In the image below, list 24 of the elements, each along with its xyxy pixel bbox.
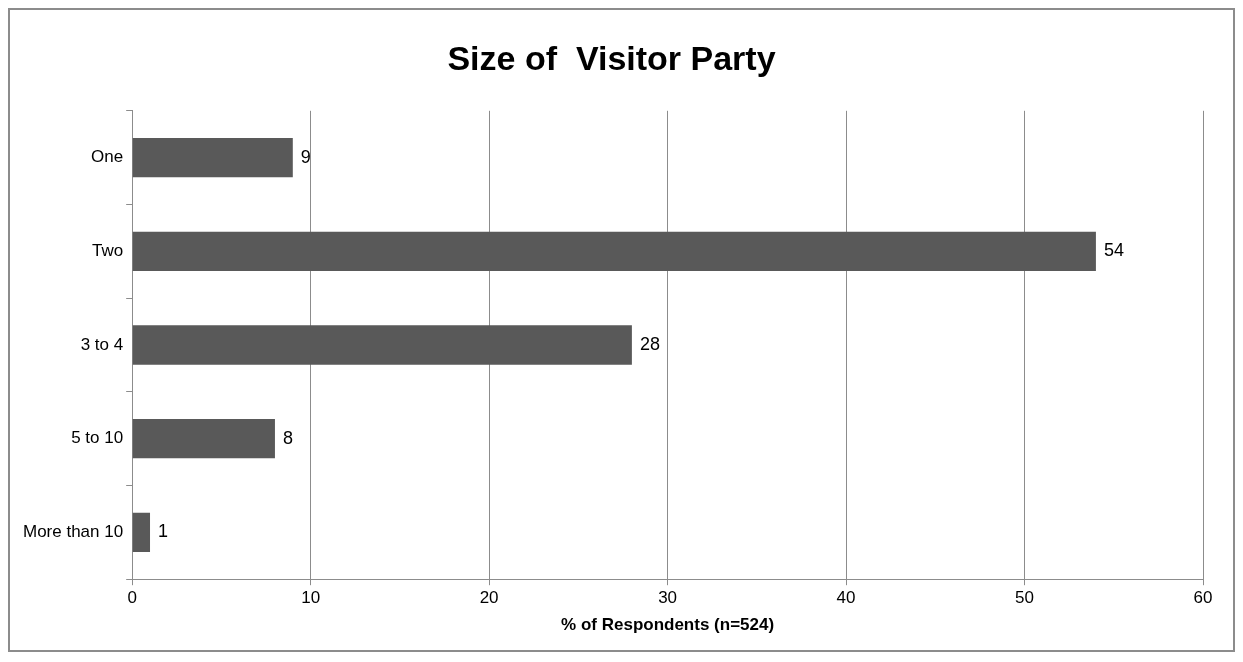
- data-label: 1: [158, 521, 169, 542]
- data-label: 9: [300, 146, 311, 167]
- bar: [132, 512, 151, 553]
- x-axis-title: % of Respondents (n=524): [561, 615, 775, 635]
- bar: [132, 137, 293, 178]
- data-label: 28: [639, 333, 660, 354]
- data-label: 54: [1103, 240, 1124, 261]
- y-tick-label: Two: [91, 241, 124, 261]
- y-tick-label: More than 10: [22, 522, 124, 542]
- bar: [132, 325, 632, 365]
- bar: [132, 231, 1096, 271]
- y-tick-label: One: [91, 147, 124, 167]
- x-tick-label: 0: [127, 588, 137, 608]
- x-tick-label: 60: [1193, 588, 1213, 608]
- y-tick-label: 5 to 10: [71, 428, 124, 448]
- x-tick-label: 20: [479, 588, 499, 608]
- x-tick-label: 40: [836, 588, 856, 608]
- y-tick-label: 3 to 4: [80, 334, 124, 354]
- x-tick-label: 10: [301, 588, 321, 608]
- x-tick-label: 50: [1015, 588, 1034, 608]
- bar: [132, 419, 275, 459]
- x-tick-label: 30: [658, 588, 678, 608]
- chart-title: Size of Visitor Party: [447, 38, 776, 77]
- data-label: 8: [282, 427, 293, 448]
